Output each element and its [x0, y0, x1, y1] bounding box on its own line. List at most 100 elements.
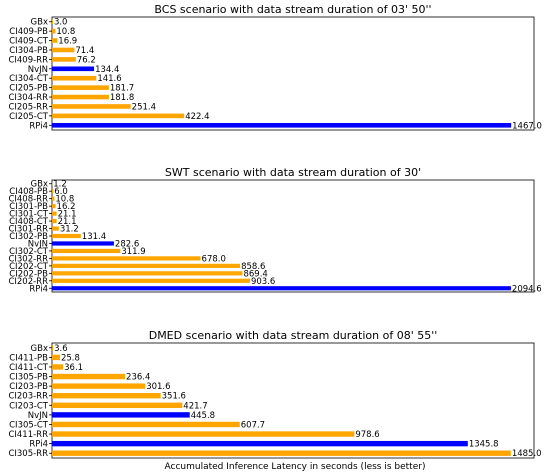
y-tick-label: CI202-PB: [9, 269, 48, 279]
data-label: 903.6: [251, 277, 275, 287]
plot-frame: [51, 342, 535, 459]
y-tick-label: RPi4: [29, 284, 48, 294]
bar: [52, 104, 131, 109]
data-label: 421.7: [183, 401, 207, 411]
bar: [52, 218, 57, 224]
y-tick-label: CI202-CT: [9, 262, 49, 272]
bar: [52, 402, 183, 408]
bar: [52, 345, 54, 351]
data-label: 181.7: [110, 84, 134, 94]
data-label: 16.9: [58, 37, 77, 47]
bar: [52, 204, 56, 209]
y-tick-label: NvJN: [28, 239, 48, 249]
data-label: 351.6: [162, 392, 186, 402]
bar: [52, 271, 243, 276]
data-label: 282.6: [115, 239, 139, 249]
bar: [52, 354, 60, 361]
y-tick-label: GBx: [31, 180, 48, 190]
data-label: 251.4: [132, 102, 156, 112]
y-tick-label: CI203-RR: [8, 392, 48, 402]
data-label: 1345.8: [469, 440, 499, 450]
y-tick-label: CI203-PB: [9, 382, 48, 392]
dmed-chart-panel: DMED scenario with data stream duration …: [8, 329, 541, 459]
bar: [52, 75, 97, 81]
data-label: 1.2: [53, 180, 67, 190]
bar: [52, 263, 241, 268]
y-tick-label: GBx: [31, 344, 48, 354]
y-tick-label: CI408-CT: [9, 217, 49, 227]
data-label: 10.8: [55, 195, 74, 205]
data-label: 131.4: [82, 232, 106, 242]
data-label: 311.9: [121, 247, 145, 257]
y-tick-label: NvJN: [28, 411, 48, 421]
y-tick-label: CI409-RR: [8, 55, 48, 65]
data-label: 858.6: [241, 262, 265, 272]
y-tick-label: CI411-CT: [9, 363, 49, 373]
x-axis-label: Accumulated Inference Latency in seconds…: [165, 462, 426, 472]
bar: [52, 256, 201, 261]
data-label: 445.8: [191, 411, 215, 421]
y-tick-label: CI304-CT: [9, 74, 49, 84]
data-label: 25.8: [61, 353, 80, 363]
swt-chart-panel: SWT scenario with data stream duration o…: [8, 166, 541, 294]
bar: [52, 364, 64, 370]
data-label: 76.2: [77, 55, 96, 65]
data-label: 3.0: [54, 18, 68, 28]
y-tick-label: CI411-RR: [8, 430, 48, 440]
data-label: 1467.0: [512, 121, 542, 131]
y-tick-label: GBx: [31, 18, 48, 28]
data-label: 3.6: [54, 344, 68, 354]
y-tick-label: CI301-PB: [9, 202, 48, 212]
y-tick-label: CI411-PB: [9, 353, 48, 363]
bar: [52, 113, 185, 119]
y-tick-label: CI302-PB: [9, 232, 48, 242]
bar: [52, 122, 512, 128]
data-label: 678.0: [202, 254, 226, 264]
y-tick-label: CI205-RR: [8, 102, 48, 112]
data-label: 141.6: [97, 74, 121, 84]
data-label: 10.8: [56, 27, 75, 37]
bar: [52, 28, 56, 34]
bar: [52, 57, 76, 62]
y-tick-label: CI302-RR: [8, 254, 48, 264]
y-tick-label: CI409-CT: [9, 37, 49, 47]
y-tick-label: RPi4: [29, 440, 48, 450]
data-label: 21.1: [58, 217, 77, 227]
y-tick-label: CI301-RR: [8, 225, 48, 235]
data-label: 1485.0: [512, 449, 542, 459]
data-label: 301.6: [146, 382, 170, 392]
y-tick-label: RPi4: [29, 121, 48, 131]
y-tick-label: CI205-CT: [9, 112, 49, 122]
data-label: 181.8: [110, 93, 134, 103]
bar: [52, 38, 58, 43]
plot-frame: [51, 16, 535, 131]
data-label: 422.4: [185, 112, 209, 122]
bar: [52, 412, 190, 418]
bar: [52, 373, 126, 380]
y-tick-label: CI301-CT: [9, 210, 49, 220]
y-tick-label: CI205-PB: [9, 84, 48, 94]
y-tick-label: CI203-CT: [9, 401, 49, 411]
bar: [52, 450, 511, 456]
data-label: 16.2: [57, 202, 76, 212]
y-tick-label: CI304-PB: [9, 46, 48, 56]
y-tick-label: NvJN: [28, 65, 48, 75]
y-tick-label: CI305-PB: [9, 373, 48, 383]
data-label: 607.7: [241, 420, 265, 430]
swt-chart-title: SWT scenario with data stream duration o…: [165, 166, 421, 179]
bar: [52, 66, 95, 72]
y-tick-label: CI304-RR: [8, 93, 48, 103]
data-label: 71.4: [75, 46, 94, 56]
bar: [52, 383, 146, 389]
data-label: 6.0: [54, 187, 68, 197]
bar: [52, 278, 250, 283]
y-tick-label: CI305-CT: [9, 420, 49, 430]
data-label: 236.4: [126, 373, 150, 383]
bar: [52, 47, 75, 53]
y-tick-label: CI202-RR: [8, 277, 48, 287]
bar: [52, 19, 53, 25]
bar: [52, 248, 121, 254]
y-tick-label: CI302-CT: [9, 247, 49, 257]
bar: [52, 85, 109, 90]
bcs-chart-panel: BCS scenario with data stream duration o…: [8, 3, 541, 131]
